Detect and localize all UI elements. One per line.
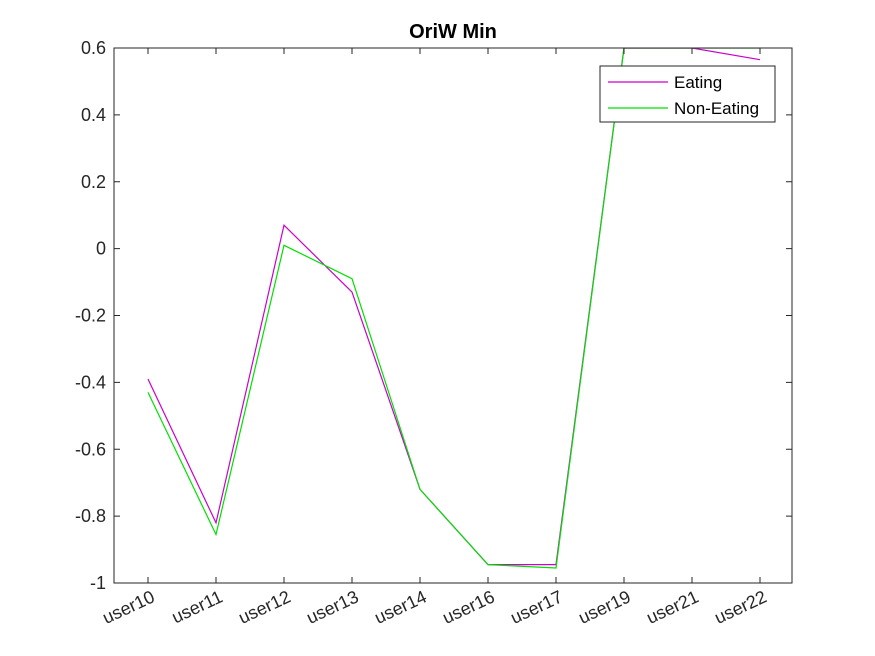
y-tick-label: -0.4: [75, 372, 106, 392]
legend-label: Eating: [674, 73, 722, 92]
legend-box: [599, 65, 776, 123]
x-tick-label: user16: [439, 586, 497, 627]
y-tick-label: -0.8: [75, 506, 106, 526]
x-tick-label: user11: [169, 586, 226, 627]
y-tick-label: -0.6: [75, 439, 106, 459]
x-tick-label: user21: [643, 586, 701, 627]
legend: Eating Non-Eating: [599, 65, 776, 123]
plot-area: [114, 48, 792, 583]
y-tick-label: 0.6: [81, 38, 106, 58]
chart-title: OriW Min: [409, 21, 497, 43]
y-tick-label: -0.2: [75, 306, 106, 326]
x-tick-label: user13: [303, 586, 361, 627]
y-tick-label: 0.2: [81, 172, 106, 192]
x-tick-label: user19: [575, 586, 633, 627]
x-tick-label: user17: [507, 586, 565, 627]
x-tick-label: user22: [711, 586, 769, 627]
y-tick-label: 0: [96, 239, 106, 259]
series-line-non-eating: [147, 48, 760, 569]
series-layer: [147, 48, 761, 569]
y-tick-label: -1: [90, 573, 106, 593]
x-tick-label: user14: [371, 586, 429, 627]
x-tick-label: user12: [235, 586, 293, 627]
y-tick-label: 0.4: [81, 105, 106, 125]
x-tick-label: user10: [99, 586, 157, 627]
legend-label: Non-Eating: [674, 99, 759, 118]
